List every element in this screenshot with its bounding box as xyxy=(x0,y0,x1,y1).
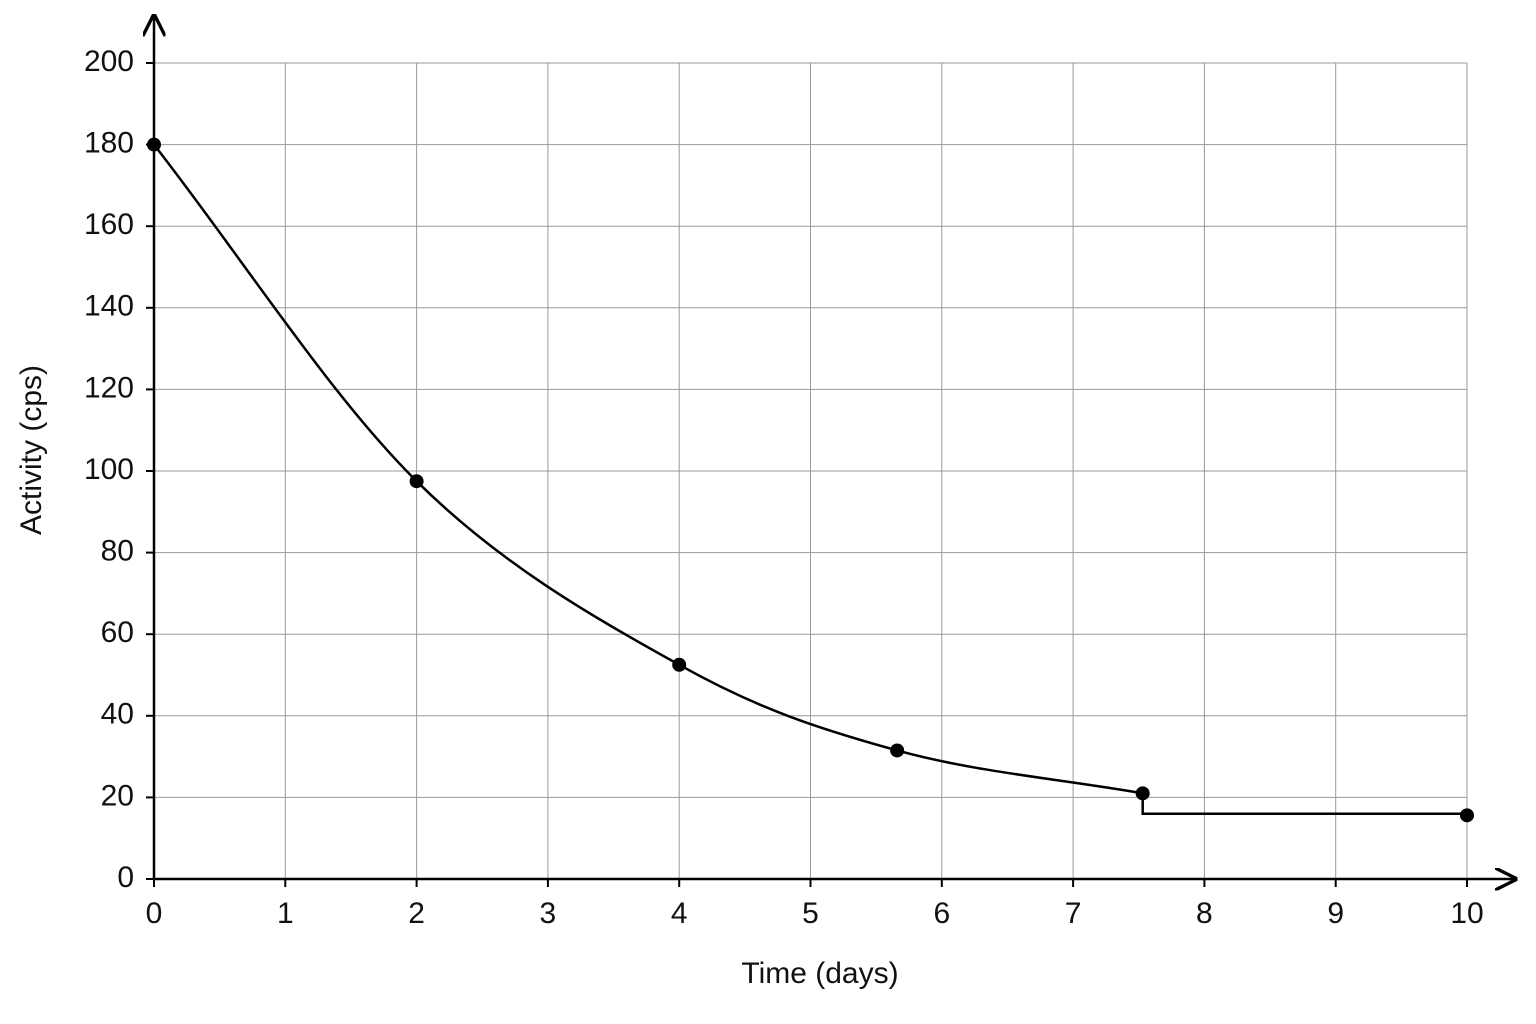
x-tick-label: 10 xyxy=(1450,897,1483,930)
y-tick-label: 200 xyxy=(84,45,134,78)
data-line xyxy=(153,143,1467,815)
y-axis-title: Activity (cps) xyxy=(15,365,48,535)
y-tick-label: 80 xyxy=(101,535,134,568)
x-tick-label: 5 xyxy=(802,897,819,930)
y-tick-label: 100 xyxy=(84,453,134,486)
y-tick-label: 40 xyxy=(101,698,134,731)
x-tick-label: 9 xyxy=(1327,897,1344,930)
x-tick-label: 7 xyxy=(1065,897,1082,930)
x-tick-label: 4 xyxy=(671,897,688,930)
x-tick-label: 3 xyxy=(540,897,557,930)
y-tick-label: 20 xyxy=(101,779,134,812)
x-tick-label: 0 xyxy=(146,897,163,930)
y-tick-label: 60 xyxy=(101,616,134,649)
x-tick-label: 2 xyxy=(408,897,425,930)
x-tick-label: 8 xyxy=(1196,897,1213,930)
y-tick-label: 160 xyxy=(84,208,134,241)
y-tick-label: 120 xyxy=(84,371,134,404)
data-point xyxy=(1135,786,1150,801)
data-point xyxy=(1460,808,1474,823)
x-tick-label: 1 xyxy=(277,897,294,930)
data-point xyxy=(147,137,161,152)
y-tick-label: 0 xyxy=(117,861,134,894)
x-tick-label: 6 xyxy=(933,897,950,930)
data-point xyxy=(890,743,905,758)
x-axis-title: Time (days) xyxy=(741,957,898,990)
data-point xyxy=(672,657,687,672)
data-point xyxy=(409,474,424,489)
grid xyxy=(153,62,1468,880)
y-tick-label: 140 xyxy=(84,290,134,323)
y-tick-label: 180 xyxy=(84,127,134,160)
